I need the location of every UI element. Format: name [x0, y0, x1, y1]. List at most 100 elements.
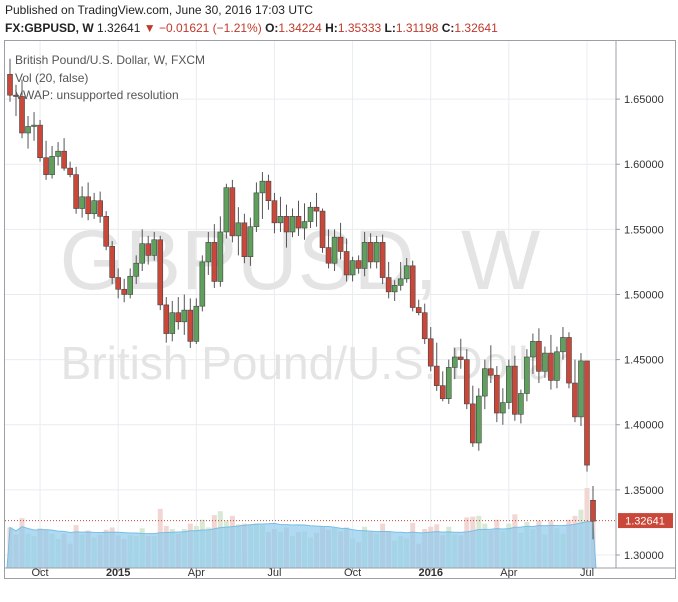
time-tick-label: Jul	[580, 567, 594, 578]
candle-down	[295, 200, 302, 236]
candle-up	[205, 231, 212, 275]
candle-body	[289, 216, 296, 233]
candle-body	[512, 365, 518, 415]
candle-body	[151, 239, 158, 256]
price-tick-label: 1.45000	[624, 355, 664, 367]
candle-up	[554, 346, 560, 389]
chart-frame[interactable]: GBPUSD, W British Pound/U.S. Dollar 1.65…	[4, 40, 676, 579]
candle-up	[235, 207, 242, 256]
candle-up	[506, 359, 512, 410]
candle-body	[205, 242, 212, 263]
candle-down	[121, 278, 127, 303]
candle-body	[7, 74, 13, 96]
candle-down	[241, 213, 248, 264]
candle-body	[157, 239, 164, 306]
candle-up	[127, 268, 134, 299]
price-tick-label: 1.30000	[624, 550, 664, 562]
close-label: C:	[441, 21, 455, 35]
watermark-name: British Pound/U.S. Dollar	[61, 337, 570, 389]
candle-up	[349, 256, 356, 282]
candle-up	[223, 183, 230, 239]
gridlines	[5, 41, 616, 568]
candle-body	[590, 499, 596, 522]
candle-up	[403, 258, 410, 283]
candle-body	[457, 356, 464, 360]
candle-up	[217, 216, 224, 287]
candle-body	[109, 245, 115, 278]
candle-body	[211, 242, 218, 282]
candle-body	[488, 368, 494, 376]
high-value: 1.35333	[337, 21, 382, 35]
candle-down	[584, 360, 590, 472]
candle-body	[91, 200, 97, 215]
candle-down	[590, 485, 596, 540]
candle-up	[373, 235, 380, 269]
candle-body	[463, 359, 470, 405]
candle-body	[235, 222, 242, 237]
time-tick-label: Oct	[31, 567, 48, 578]
candle-body	[73, 174, 79, 209]
candle-body	[265, 180, 272, 201]
candle-body	[37, 124, 43, 159]
candle-down	[367, 233, 374, 269]
candlestick-chart[interactable]: GBPUSD, W British Pound/U.S. Dollar 1.65…	[5, 41, 675, 578]
candle-up	[301, 203, 308, 240]
candle-up	[79, 186, 85, 218]
candle-body	[331, 236, 338, 264]
price-axis[interactable]: 1.65000 1.60000 1.55000 1.50000 1.45000 1.400…	[615, 41, 664, 568]
candle-body	[325, 247, 332, 264]
candle-down	[385, 261, 392, 299]
candle-down	[337, 222, 344, 260]
candle-up	[331, 229, 338, 272]
candle-down	[187, 298, 194, 348]
candle-up	[31, 112, 37, 141]
candle-body	[566, 337, 572, 384]
last-price-tag-bg	[618, 513, 673, 529]
candle-down	[548, 334, 554, 390]
candle-body	[506, 365, 512, 403]
candle-body	[518, 393, 524, 415]
candle-body	[355, 260, 362, 269]
time-axis[interactable]: Oct 2015 Apr Jul Oct 2016 Apr Jul	[5, 567, 675, 578]
candle-body	[43, 157, 49, 175]
candle-body	[49, 156, 55, 175]
candle-down	[61, 138, 67, 171]
candle-down	[265, 174, 272, 210]
candle-body	[277, 216, 284, 224]
candle-body	[13, 94, 19, 97]
candle-down	[109, 241, 115, 285]
candle-down	[157, 235, 164, 311]
candle-up	[397, 261, 404, 291]
symbol-label: FX:GBPUSD, W	[5, 21, 94, 35]
candle-down	[488, 345, 494, 384]
candle-body	[133, 262, 140, 277]
candle-down	[145, 235, 152, 265]
candle-up	[151, 231, 158, 261]
candle-up	[476, 388, 482, 451]
candle-body	[19, 96, 25, 134]
time-tick-label: 2015	[106, 567, 130, 578]
candle-body	[115, 277, 121, 290]
candle-down	[67, 161, 73, 178]
candle-body	[79, 196, 85, 209]
price-tick-label: 1.60000	[624, 159, 664, 171]
candle-down	[313, 192, 320, 227]
candle-body	[409, 265, 416, 308]
candle-body	[139, 243, 146, 264]
candle-down	[421, 303, 428, 344]
candle-up	[289, 208, 296, 238]
candle-down	[115, 268, 121, 299]
candle-up	[91, 192, 97, 219]
candle-down	[37, 119, 43, 162]
candle-up	[560, 327, 566, 360]
candle-body	[433, 365, 440, 386]
candle-body	[187, 309, 194, 342]
high-label: H:	[325, 21, 338, 35]
candle-up	[49, 145, 55, 179]
time-tick-label: Apr	[188, 567, 205, 578]
time-tick-label: 2016	[418, 567, 442, 578]
candle-down	[211, 224, 218, 288]
candle-down	[85, 182, 91, 221]
candle-body	[524, 356, 530, 394]
candle-up	[361, 231, 368, 277]
